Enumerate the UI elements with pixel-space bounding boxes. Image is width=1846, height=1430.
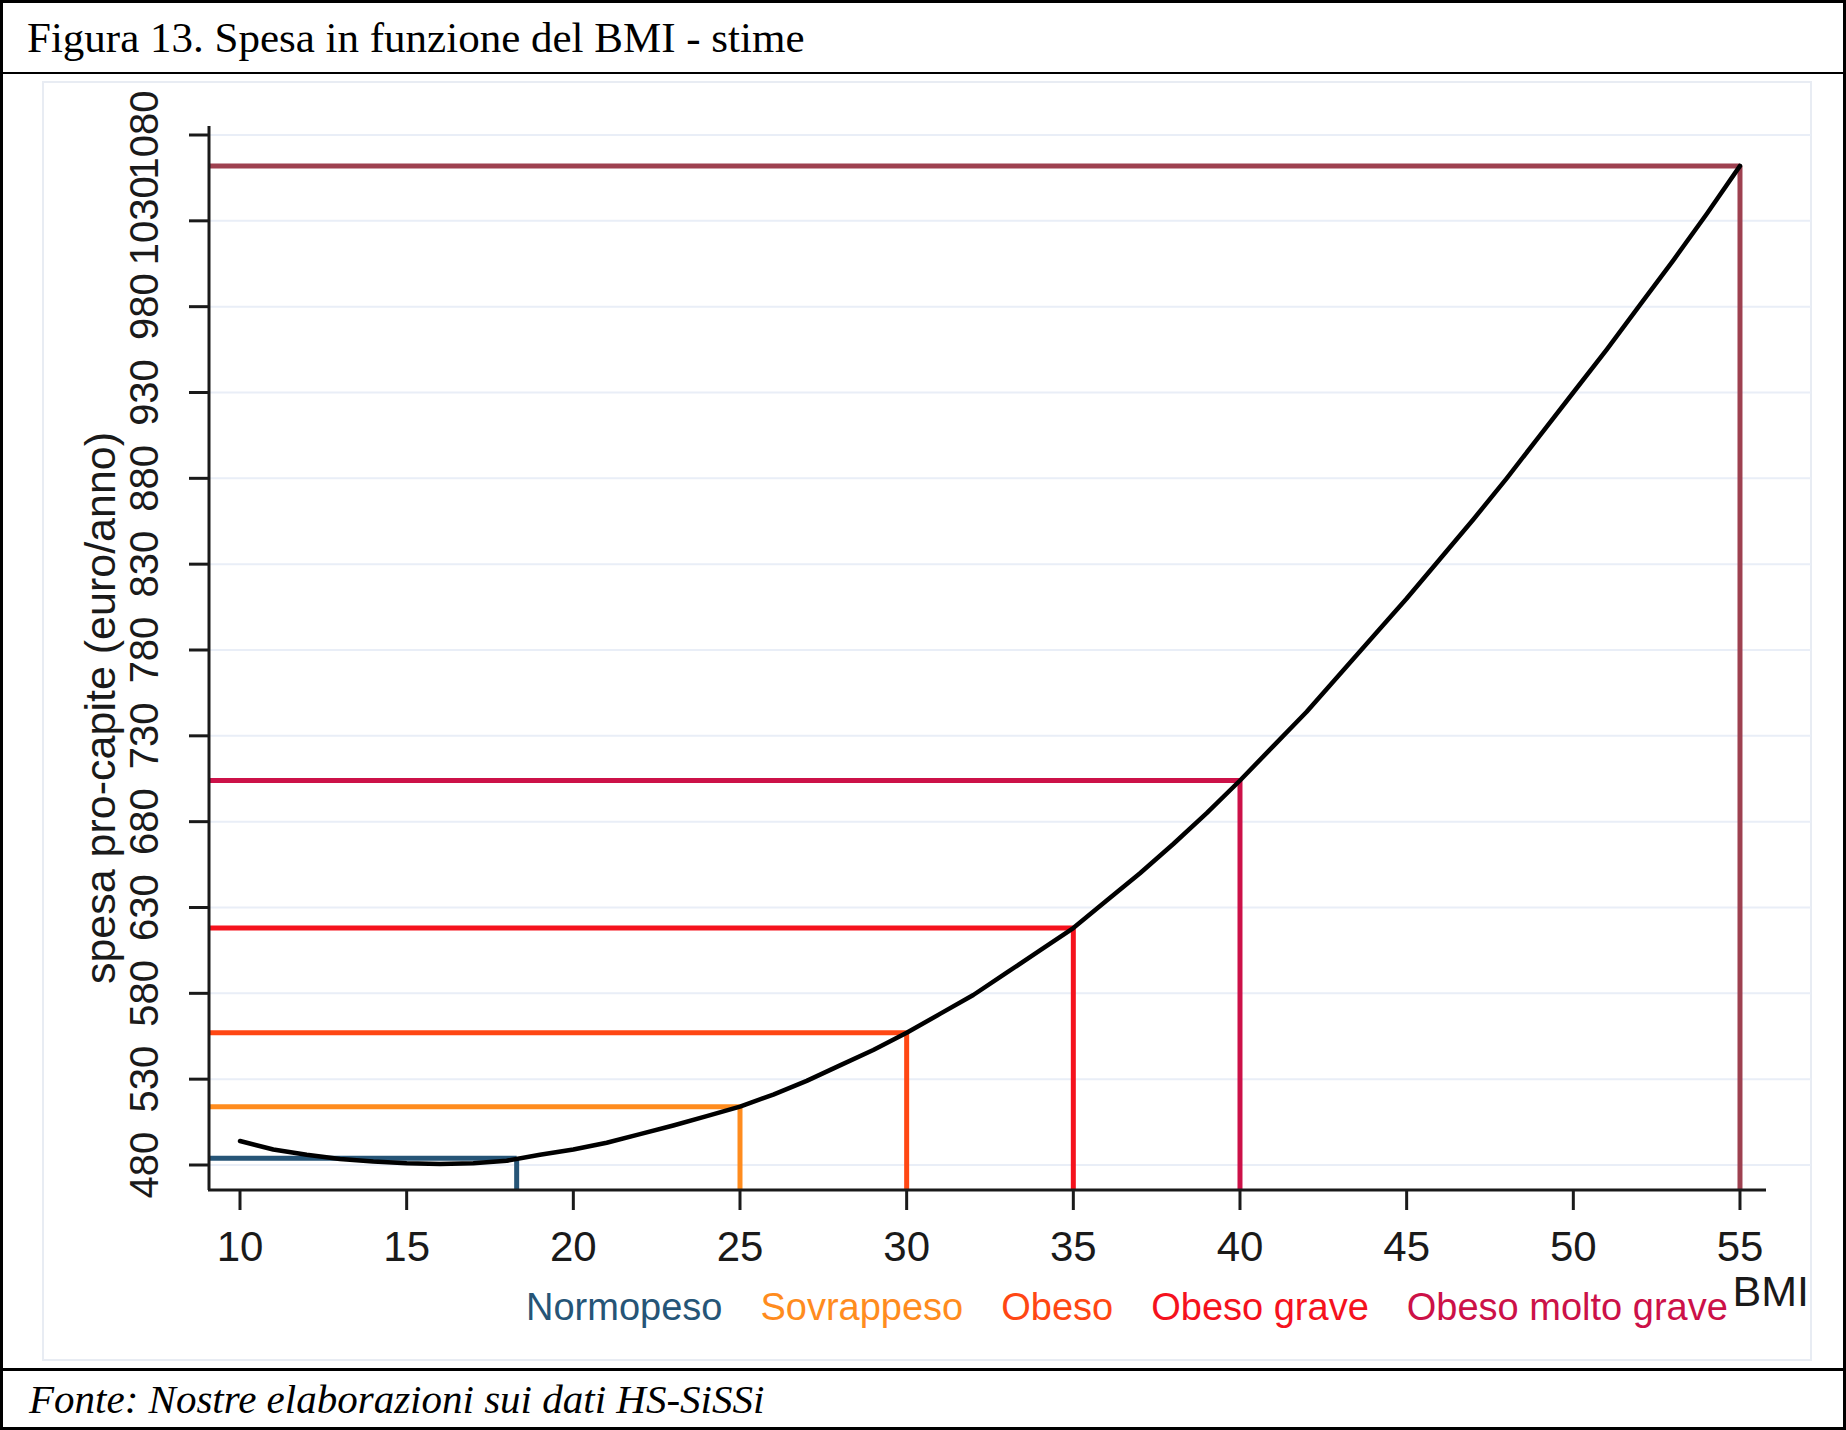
x-tick-label-40: 40: [1217, 1223, 1264, 1270]
x-tick-label-15: 15: [383, 1223, 430, 1270]
spesa-curve: [240, 166, 1740, 1164]
y-tick-label-530: 530: [122, 1046, 166, 1113]
x-tick-label-30: 30: [883, 1223, 930, 1270]
chart-legend: Normopeso Sovrappeso Obeso Obeso grave Obeso…: [526, 1287, 1728, 1329]
threshold-lines: [210, 166, 1740, 1189]
y-axis-title: spesa pro-capite (euro/anno): [76, 432, 124, 984]
y-tick-label-1080: 1080: [122, 91, 166, 180]
legend-item-obeso-molto-grave: Obeso molto grave: [1407, 1287, 1728, 1329]
tick-marks: [189, 135, 1740, 1210]
figure-source-bar: Fonte: Nostre elaborazioni sui dati HS-S…: [3, 1368, 1843, 1427]
legend-item-sovrappeso: Sovrappeso: [760, 1287, 963, 1329]
x-axis-title: BMI: [1733, 1267, 1809, 1315]
x-tick-label-25: 25: [717, 1223, 764, 1270]
y-tick-label-480: 480: [122, 1132, 166, 1199]
y-tick-label-830: 830: [122, 531, 166, 598]
y-tick-label-680: 680: [122, 788, 166, 855]
legend-item-obeso: Obeso: [1001, 1287, 1113, 1329]
x-tick-label-10: 10: [217, 1223, 264, 1270]
figure-13-container: Figura 13. Spesa in funzione del BMI - s…: [0, 0, 1846, 1430]
y-tick-label-980: 980: [122, 273, 166, 340]
y-tick-label-730: 730: [122, 702, 166, 769]
tick-labels: 4805305806306807307808308809309801030108…: [122, 91, 1763, 1270]
y-tick-label-630: 630: [122, 874, 166, 941]
bmi-spending-chart: 4805305806306807307808308809309801030108…: [3, 3, 1846, 1430]
y-tick-label-930: 930: [122, 359, 166, 426]
x-tick-label-50: 50: [1550, 1223, 1597, 1270]
figure-source: Fonte: Nostre elaborazioni sui dati HS-S…: [29, 1375, 764, 1423]
x-tick-label-20: 20: [550, 1223, 597, 1270]
y-tick-label-780: 780: [122, 617, 166, 684]
y-tick-label-1030: 1030: [122, 176, 166, 265]
curve-spesa-stimata: [240, 166, 1740, 1164]
y-tick-label-880: 880: [122, 445, 166, 512]
x-tick-label-45: 45: [1383, 1223, 1430, 1270]
legend-item-normopeso: Normopeso: [526, 1287, 722, 1329]
x-tick-label-55: 55: [1717, 1223, 1764, 1270]
y-tick-label-580: 580: [122, 960, 166, 1027]
legend-item-obeso-grave: Obeso grave: [1151, 1287, 1369, 1329]
gridlines: [210, 135, 1811, 1165]
x-tick-label-35: 35: [1050, 1223, 1097, 1270]
